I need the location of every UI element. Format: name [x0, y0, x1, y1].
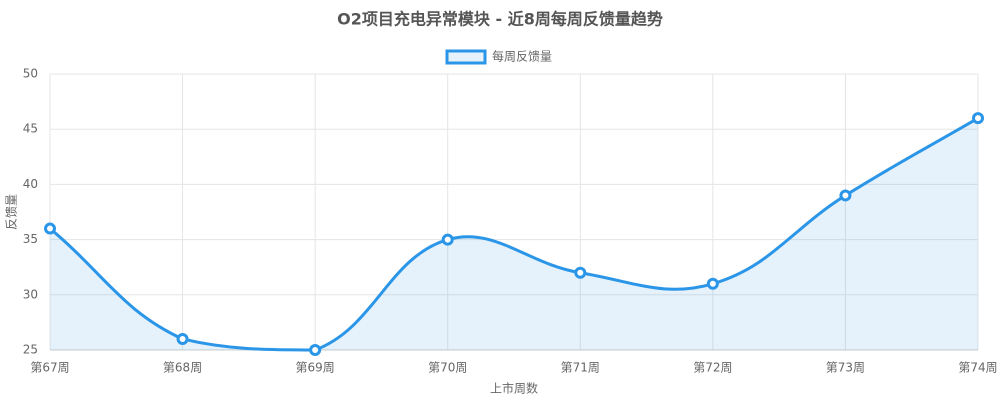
x-tick-label: 第70周 [428, 361, 467, 375]
point [441, 233, 454, 246]
x-axis-title: 上市周数 [490, 381, 538, 396]
chart-title: O2项目充电异常模块 - 近8周每周反馈量趋势 [337, 10, 663, 29]
legend-swatch [445, 49, 487, 65]
point [309, 344, 322, 356]
y-tick-label: 50 [23, 67, 38, 81]
x-tick-label: 第71周 [561, 361, 600, 375]
x-tick-label: 第67周 [30, 361, 69, 375]
point [574, 266, 587, 279]
y-tick-label: 30 [23, 287, 38, 301]
y-tick-label: 45 [23, 122, 38, 136]
x-tick-label: 第69周 [296, 361, 335, 375]
y-tick-label: 40 [23, 177, 38, 191]
point [972, 112, 984, 125]
x-tick-label: 第72周 [693, 361, 732, 375]
y-tick-label: 25 [23, 343, 38, 357]
x-tick-label: 第74周 [958, 361, 997, 375]
x-tick-label: 第68周 [163, 361, 202, 375]
point [176, 332, 189, 345]
point [839, 189, 852, 202]
point [706, 277, 719, 290]
legend-label: 每周反馈量 [492, 49, 552, 64]
x-tick-label: 第73周 [826, 361, 865, 375]
y-axis-title: 反馈量 [5, 194, 19, 230]
point [44, 222, 56, 235]
y-tick-label: 35 [23, 232, 38, 246]
area [50, 118, 978, 350]
line [49, 116, 979, 352]
